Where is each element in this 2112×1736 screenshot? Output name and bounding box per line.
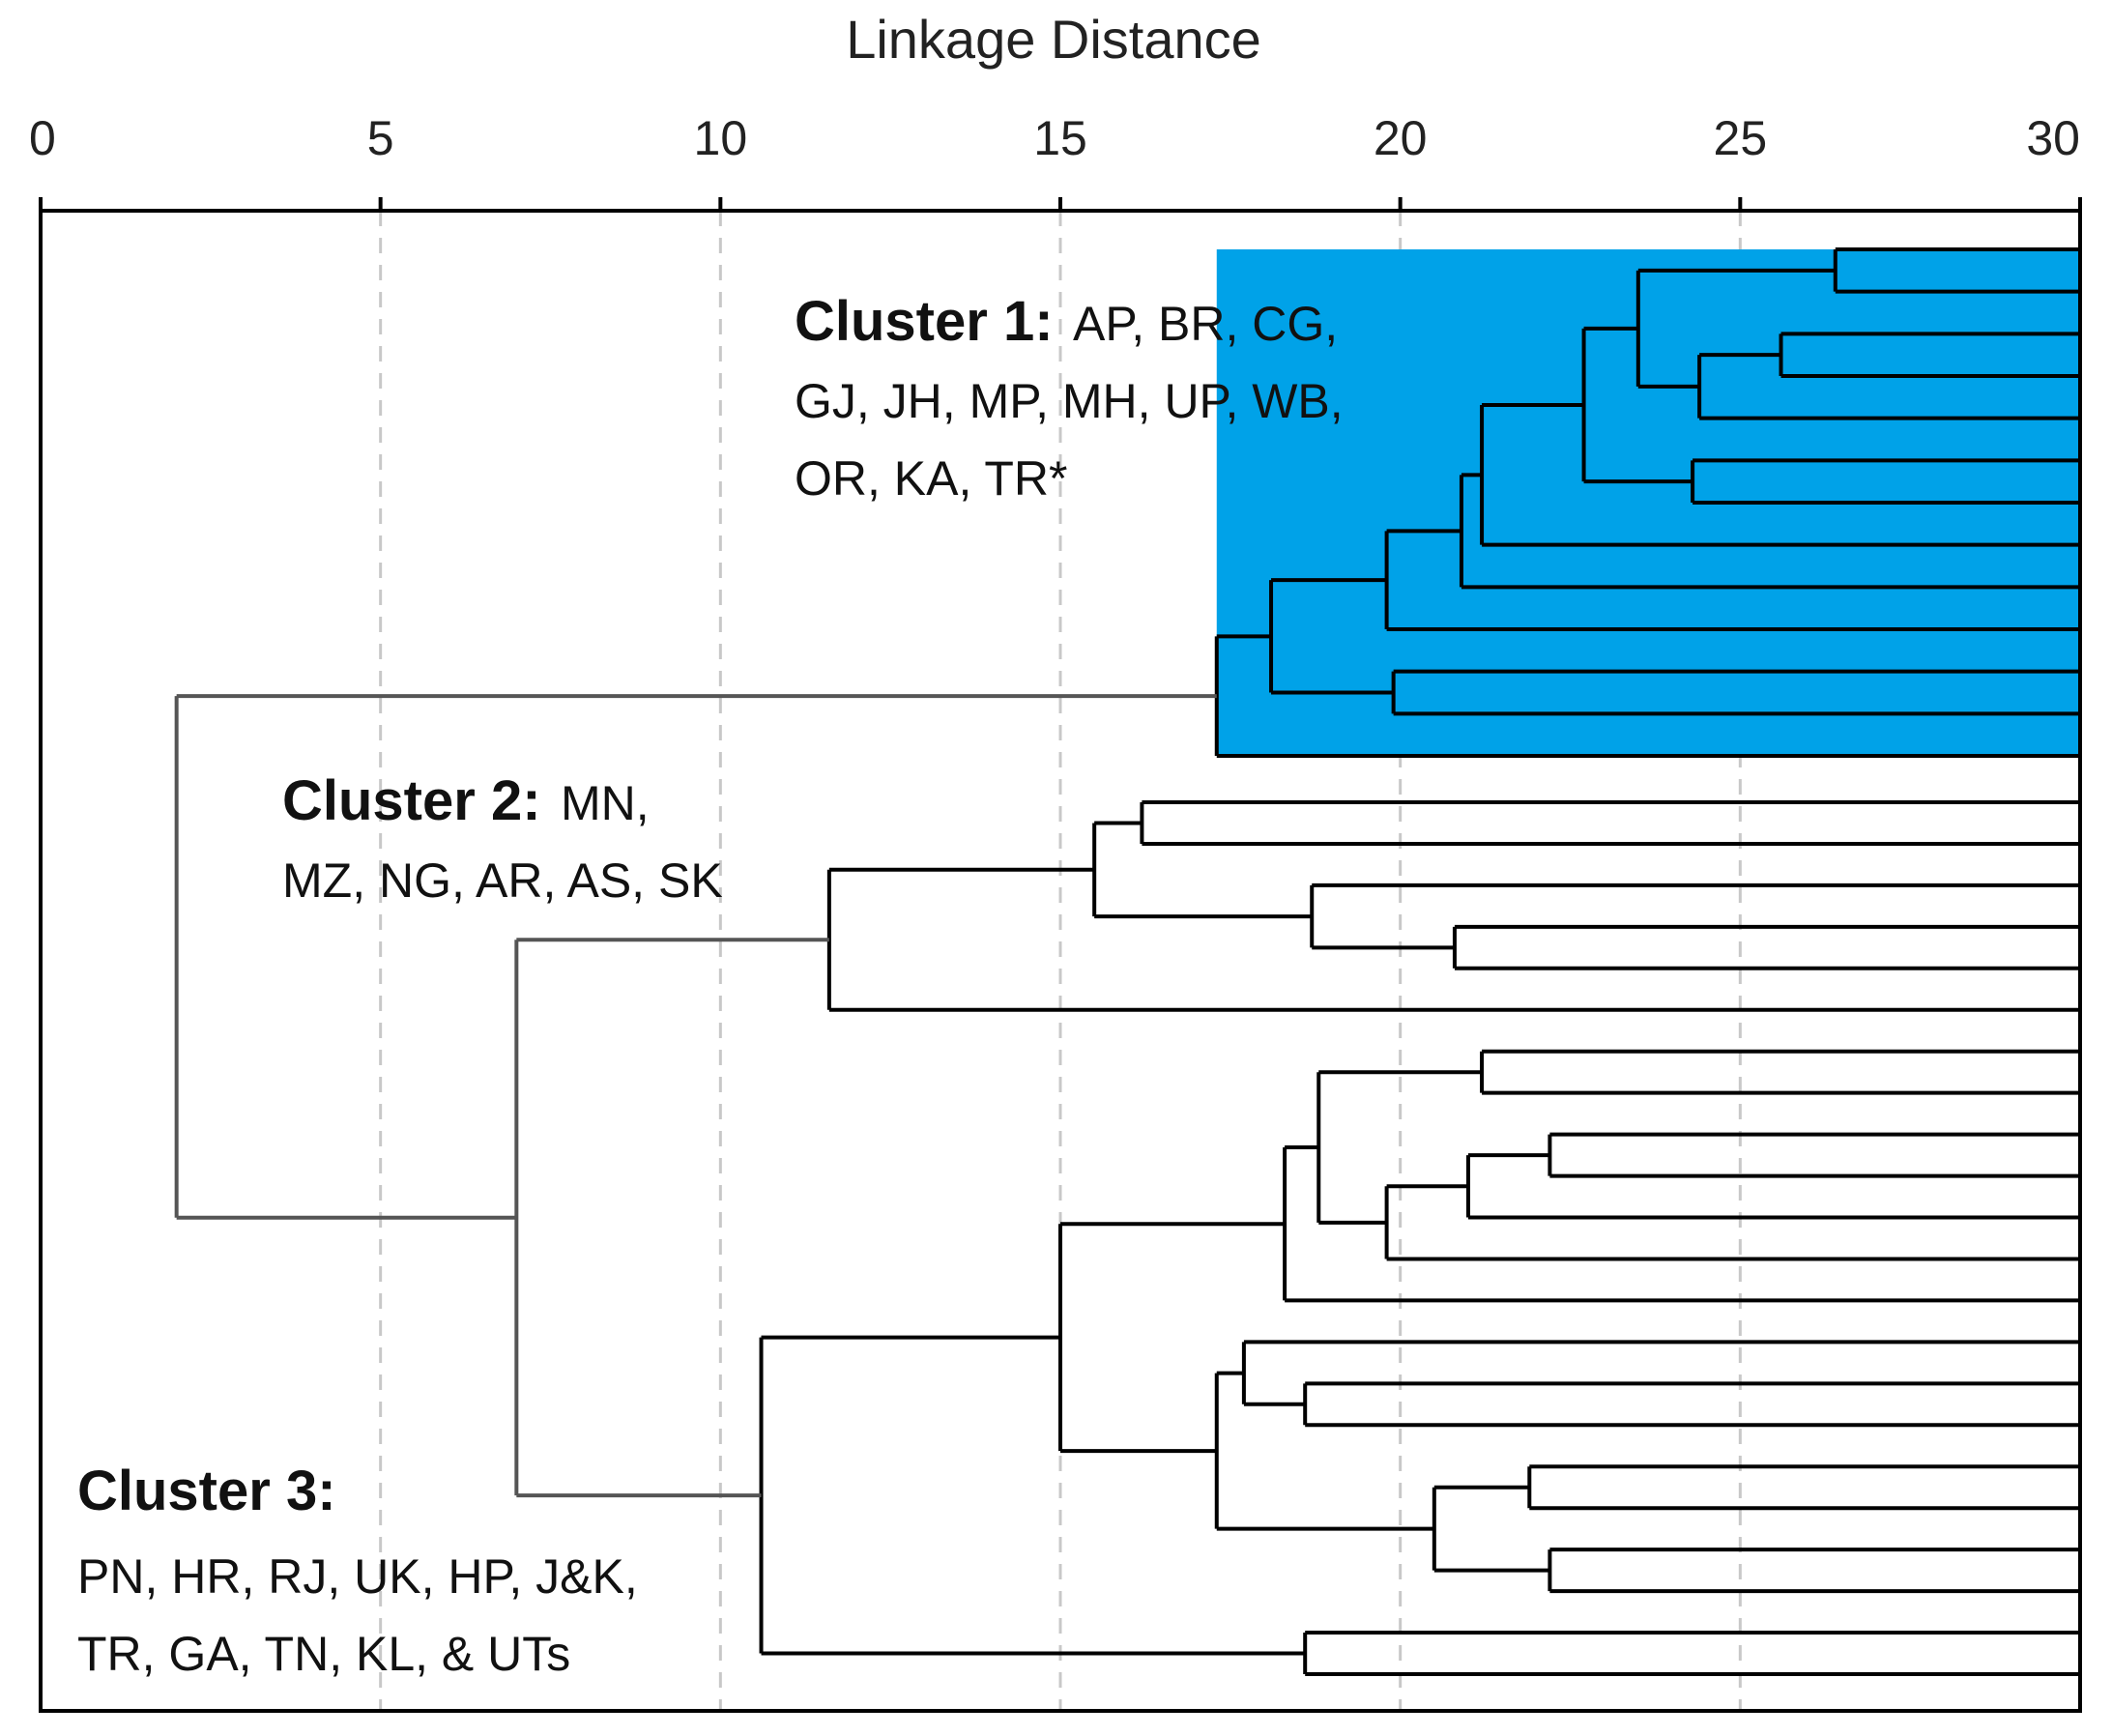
cluster-2-members-line-1: MN,: [561, 776, 650, 830]
cluster-2-label: Cluster 2: MN, MZ, NG, AR, AS, SK: [282, 769, 723, 908]
dendrogram-links: [174, 247, 2080, 1676]
cluster-1-label: Cluster 1: AP, BR, CG, GJ, JH, MP, MH, U…: [795, 290, 1344, 506]
svg-text:Cluster 1: AP, BR, CG,: Cluster 1: AP, BR, CG,: [795, 290, 1338, 353]
x-tick-label: 30: [2026, 111, 2080, 165]
cluster-1-name: Cluster 1:: [795, 290, 1054, 353]
x-tick-label: 10: [694, 111, 748, 165]
svg-text:Cluster 2: MN,: Cluster 2: MN,: [282, 769, 650, 832]
cluster-3-members-line-1: PN, HR, RJ, UK, HP, J&K,: [77, 1549, 638, 1604]
plot-frame: [39, 209, 2082, 1713]
cluster-1-members-line-1: AP, BR, CG,: [1073, 297, 1338, 351]
cluster-1-members-line-3: OR, KA, TR*: [795, 451, 1067, 506]
x-tick-label: 0: [29, 111, 56, 165]
x-axis-title: Linkage Distance: [846, 9, 1261, 70]
x-tick-label: 5: [367, 111, 394, 165]
x-axis-ticks: 0 5 10 15 20 25 30: [29, 111, 2082, 211]
cluster-3-label: Cluster 3: PN, HR, RJ, UK, HP, J&K, TR, …: [77, 1460, 638, 1681]
x-tick-label: 25: [1714, 111, 1768, 165]
cluster-2-members-line-2: MZ, NG, AR, AS, SK: [282, 854, 723, 908]
cluster-2-name: Cluster 2:: [282, 769, 541, 832]
cluster-3-members-line-2: TR, GA, TN, KL, & UTs: [77, 1627, 570, 1681]
x-tick-label: 20: [1374, 111, 1428, 165]
cluster-3-name: Cluster 3:: [77, 1460, 336, 1522]
x-tick-label: 15: [1033, 111, 1087, 165]
cluster-1-members-line-2: GJ, JH, MP, MH, UP, WB,: [795, 374, 1344, 428]
